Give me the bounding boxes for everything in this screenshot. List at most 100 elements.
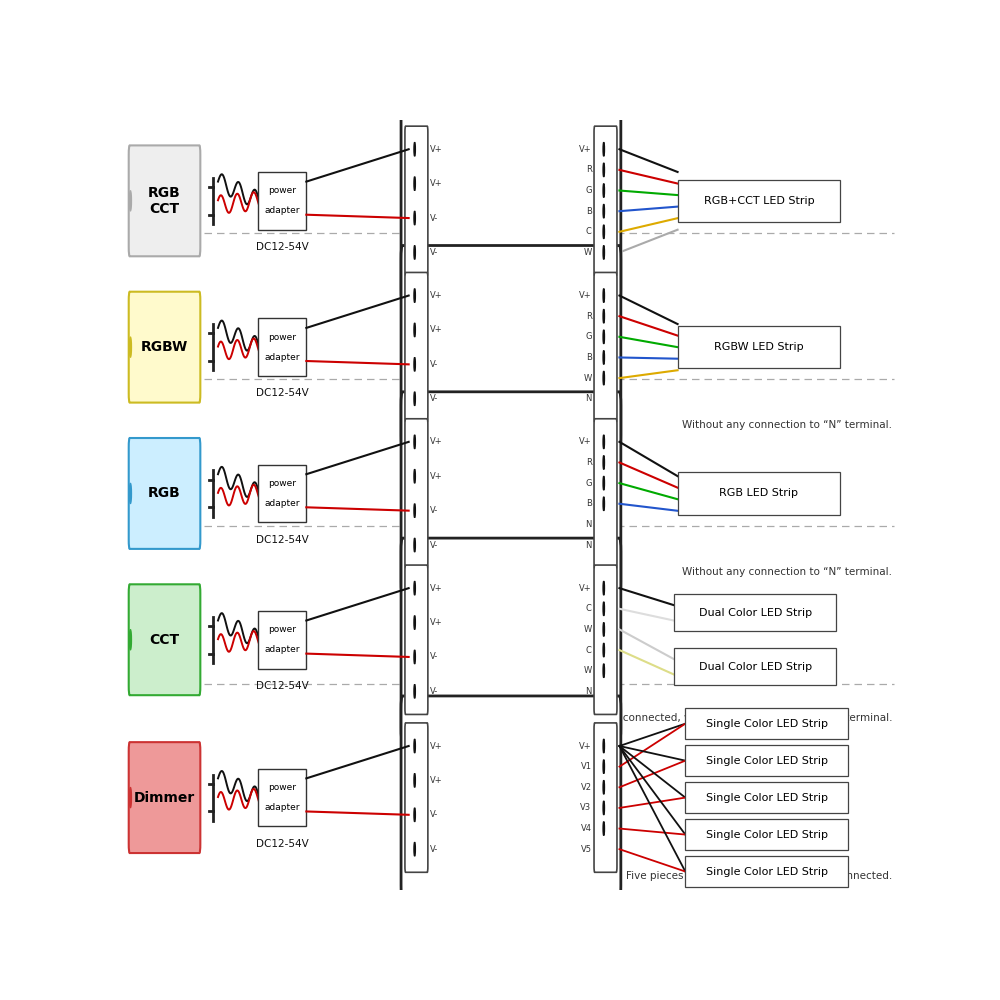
Circle shape — [129, 191, 131, 211]
Text: Dimmer: Dimmer — [134, 791, 195, 805]
Text: V-: V- — [430, 360, 439, 369]
FancyBboxPatch shape — [685, 856, 848, 887]
FancyBboxPatch shape — [678, 472, 840, 515]
Text: Five pieces of single color strips can be connected.: Five pieces of single color strips can b… — [626, 871, 892, 881]
Circle shape — [603, 351, 604, 364]
Circle shape — [603, 623, 604, 636]
Text: V+: V+ — [579, 437, 592, 446]
Text: V3: V3 — [580, 803, 592, 812]
FancyBboxPatch shape — [258, 172, 306, 230]
Text: B: B — [586, 499, 592, 508]
Circle shape — [414, 616, 415, 629]
FancyBboxPatch shape — [258, 465, 306, 522]
FancyBboxPatch shape — [258, 769, 306, 826]
Text: V-: V- — [430, 541, 439, 550]
Circle shape — [603, 780, 604, 794]
Text: N: N — [585, 520, 592, 529]
Text: RGB LED Strip: RGB LED Strip — [719, 488, 798, 498]
Circle shape — [603, 435, 604, 449]
Circle shape — [603, 760, 604, 774]
Text: V5: V5 — [581, 845, 592, 854]
Circle shape — [603, 822, 604, 835]
Text: adapter: adapter — [265, 353, 300, 362]
Text: Single Color LED Strip: Single Color LED Strip — [706, 719, 828, 729]
FancyBboxPatch shape — [405, 723, 428, 872]
Text: V-: V- — [430, 506, 439, 515]
FancyBboxPatch shape — [401, 392, 621, 595]
Circle shape — [603, 801, 604, 815]
Text: W: W — [583, 248, 592, 257]
Text: V-: V- — [430, 687, 439, 696]
Text: power: power — [268, 479, 296, 488]
Circle shape — [603, 204, 604, 218]
Text: power: power — [268, 625, 296, 634]
Text: W: W — [583, 666, 592, 675]
Circle shape — [414, 246, 415, 259]
Text: C: C — [586, 646, 592, 655]
Circle shape — [414, 773, 415, 787]
Circle shape — [414, 504, 415, 518]
Text: V+: V+ — [430, 584, 443, 593]
Text: V+: V+ — [430, 472, 443, 481]
Text: Single Color LED Strip: Single Color LED Strip — [706, 793, 828, 803]
Text: V+: V+ — [579, 742, 592, 751]
Text: G: G — [585, 186, 592, 195]
Text: Single Color LED Strip: Single Color LED Strip — [706, 867, 828, 877]
Text: Dual Color LED Strip: Dual Color LED Strip — [699, 662, 812, 672]
Text: Without any connection to “N” terminal.: Without any connection to “N” terminal. — [682, 420, 892, 430]
Text: V+: V+ — [430, 742, 443, 751]
Circle shape — [603, 309, 604, 323]
Text: G: G — [585, 332, 592, 341]
FancyBboxPatch shape — [678, 326, 840, 368]
FancyBboxPatch shape — [685, 745, 848, 776]
Text: W: W — [583, 625, 592, 634]
Text: RGBW: RGBW — [141, 340, 188, 354]
Text: V+: V+ — [430, 291, 443, 300]
Text: RGBW LED Strip: RGBW LED Strip — [714, 342, 804, 352]
Circle shape — [129, 630, 131, 650]
Circle shape — [414, 684, 415, 698]
Text: V+: V+ — [430, 179, 443, 188]
Circle shape — [414, 538, 415, 552]
Text: Two pieces of CCT strips can be connected, without any connection to “N” termina: Two pieces of CCT strips can be connecte… — [455, 713, 892, 723]
Text: DC12-54V: DC12-54V — [256, 535, 309, 545]
Text: RGB
CCT: RGB CCT — [148, 186, 181, 216]
Text: V4: V4 — [581, 824, 592, 833]
Text: DC12-54V: DC12-54V — [256, 681, 309, 691]
FancyBboxPatch shape — [129, 742, 200, 853]
Circle shape — [603, 142, 604, 156]
Text: B: B — [586, 353, 592, 362]
Text: V+: V+ — [430, 437, 443, 446]
Circle shape — [129, 483, 131, 503]
Text: RGB+CCT LED Strip: RGB+CCT LED Strip — [704, 196, 814, 206]
Text: R: R — [586, 458, 592, 467]
Text: V2: V2 — [581, 783, 592, 792]
Text: Without any connection to “N” terminal.: Without any connection to “N” terminal. — [682, 567, 892, 577]
Circle shape — [603, 476, 604, 490]
Text: Wiring Diagram: Wiring Diagram — [710, 129, 869, 147]
Circle shape — [414, 808, 415, 822]
Text: V-: V- — [430, 845, 439, 854]
FancyBboxPatch shape — [129, 438, 200, 549]
FancyBboxPatch shape — [594, 419, 617, 568]
Text: V-: V- — [430, 394, 439, 403]
FancyBboxPatch shape — [129, 292, 200, 403]
Circle shape — [603, 664, 604, 678]
FancyBboxPatch shape — [674, 594, 836, 631]
FancyBboxPatch shape — [685, 819, 848, 850]
FancyBboxPatch shape — [594, 272, 617, 422]
FancyBboxPatch shape — [405, 565, 428, 714]
Circle shape — [129, 337, 131, 357]
Circle shape — [414, 289, 415, 302]
Circle shape — [414, 581, 415, 595]
Text: C: C — [586, 604, 592, 613]
FancyBboxPatch shape — [401, 538, 621, 741]
Circle shape — [603, 163, 604, 177]
Text: adapter: adapter — [265, 499, 300, 508]
FancyBboxPatch shape — [401, 246, 621, 449]
Text: V1: V1 — [581, 762, 592, 771]
Circle shape — [603, 184, 604, 197]
Text: N: N — [585, 541, 592, 550]
Text: C: C — [586, 227, 592, 236]
Text: N: N — [585, 394, 592, 403]
